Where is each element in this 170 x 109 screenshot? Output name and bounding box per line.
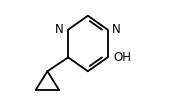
Text: N: N	[55, 23, 64, 36]
Text: N: N	[112, 23, 121, 36]
Text: OH: OH	[113, 51, 131, 64]
